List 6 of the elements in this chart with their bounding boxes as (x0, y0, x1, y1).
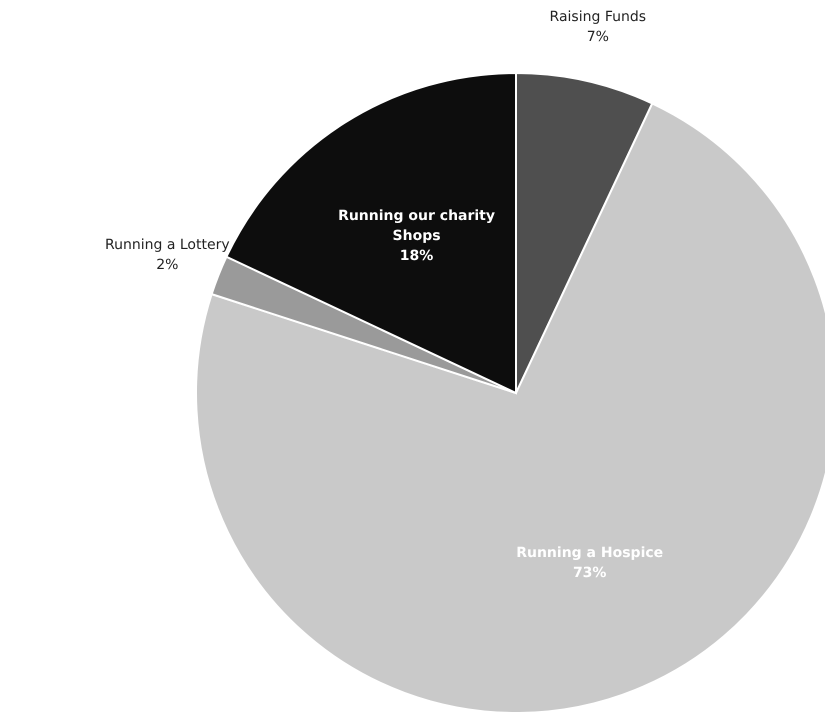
slice-label: Raising Funds (550, 8, 646, 25)
data-label: 18% (400, 248, 434, 264)
slice-label: Running our charity Shops (338, 208, 496, 244)
data-label: 7% (586, 28, 609, 45)
data-label: 2% (156, 256, 178, 273)
slice-label: Running a Lottery (105, 236, 230, 253)
